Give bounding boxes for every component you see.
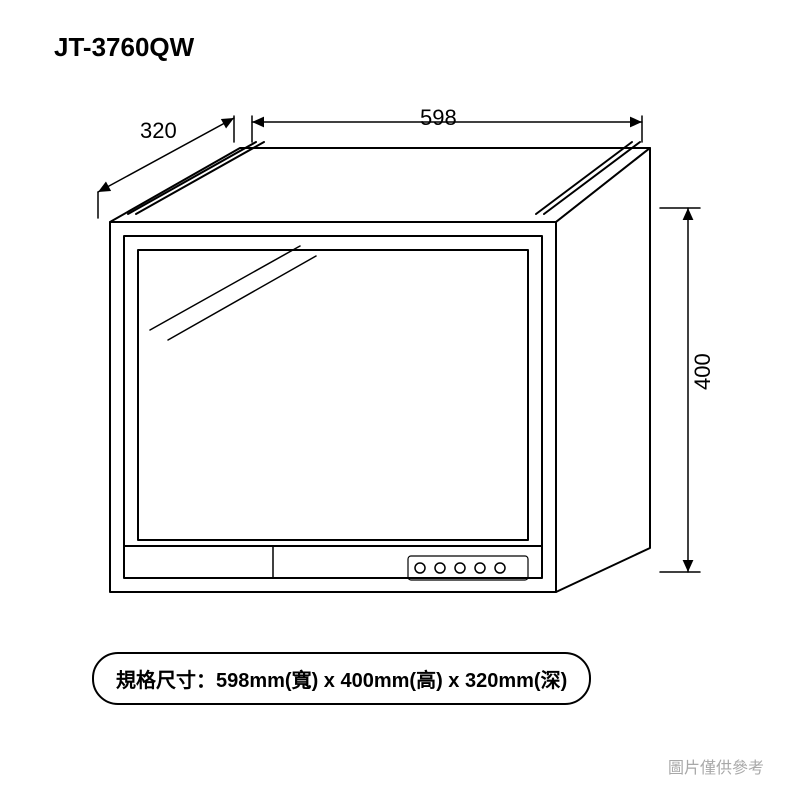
dimension-width-label: 598 <box>420 105 457 131</box>
dimension-depth-label: 320 <box>140 118 177 144</box>
image-disclaimer: 圖片僅供參考 <box>668 754 764 778</box>
spec-summary: 規格尺寸：598mm(寬) x 400mm(高) x 320mm(深) <box>92 652 591 705</box>
dimension-height-label: 400 <box>690 353 716 390</box>
